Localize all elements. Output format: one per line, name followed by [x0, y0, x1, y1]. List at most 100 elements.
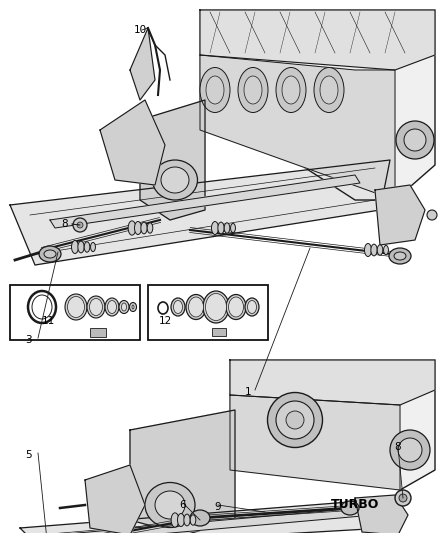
Ellipse shape: [184, 514, 190, 526]
Text: 3: 3: [25, 335, 31, 345]
Text: 11: 11: [41, 316, 55, 326]
Ellipse shape: [188, 297, 204, 317]
Ellipse shape: [121, 303, 127, 311]
Polygon shape: [375, 185, 425, 245]
Ellipse shape: [152, 160, 198, 200]
Ellipse shape: [218, 222, 224, 234]
Ellipse shape: [132, 305, 134, 309]
Circle shape: [399, 494, 407, 502]
Ellipse shape: [247, 301, 257, 313]
Ellipse shape: [282, 76, 300, 104]
Ellipse shape: [107, 301, 117, 313]
Ellipse shape: [205, 294, 226, 320]
Polygon shape: [200, 55, 395, 200]
Ellipse shape: [314, 68, 344, 112]
Ellipse shape: [147, 223, 153, 233]
Ellipse shape: [130, 303, 137, 311]
Polygon shape: [200, 10, 435, 200]
Ellipse shape: [212, 222, 219, 235]
Text: 9: 9: [215, 502, 221, 512]
Ellipse shape: [171, 513, 179, 527]
Bar: [148, 285, 268, 340]
Bar: [212, 328, 226, 336]
Ellipse shape: [39, 246, 61, 262]
Text: 12: 12: [159, 316, 172, 326]
Ellipse shape: [65, 294, 87, 320]
Circle shape: [427, 210, 437, 220]
Ellipse shape: [190, 515, 196, 525]
Ellipse shape: [44, 250, 56, 258]
Bar: [90, 328, 106, 337]
Polygon shape: [230, 360, 435, 490]
Ellipse shape: [155, 491, 185, 519]
Ellipse shape: [320, 76, 338, 104]
Ellipse shape: [105, 298, 119, 316]
Ellipse shape: [238, 68, 268, 112]
Polygon shape: [140, 100, 205, 220]
Circle shape: [395, 490, 411, 506]
Polygon shape: [20, 498, 400, 533]
Ellipse shape: [87, 296, 105, 318]
Ellipse shape: [268, 392, 322, 448]
Polygon shape: [55, 508, 362, 533]
Ellipse shape: [245, 298, 259, 316]
Ellipse shape: [396, 121, 434, 159]
Ellipse shape: [200, 68, 230, 112]
Polygon shape: [230, 360, 435, 405]
Ellipse shape: [134, 222, 141, 235]
Text: TURBO: TURBO: [331, 498, 379, 512]
Ellipse shape: [389, 248, 411, 264]
Ellipse shape: [89, 298, 102, 316]
Ellipse shape: [404, 129, 426, 151]
Ellipse shape: [186, 295, 206, 319]
Ellipse shape: [229, 297, 244, 317]
Text: 8: 8: [62, 219, 68, 229]
Ellipse shape: [224, 223, 230, 233]
Polygon shape: [50, 175, 360, 228]
Ellipse shape: [128, 221, 136, 235]
Ellipse shape: [364, 244, 371, 256]
Ellipse shape: [394, 252, 406, 260]
Text: 5: 5: [25, 450, 31, 460]
Ellipse shape: [203, 291, 229, 323]
Ellipse shape: [141, 222, 147, 234]
Ellipse shape: [177, 513, 184, 527]
Ellipse shape: [244, 76, 262, 104]
Ellipse shape: [276, 401, 314, 439]
Ellipse shape: [145, 482, 195, 528]
Circle shape: [73, 218, 87, 232]
Ellipse shape: [276, 68, 306, 112]
Ellipse shape: [190, 510, 210, 526]
Ellipse shape: [226, 295, 246, 319]
Polygon shape: [130, 28, 155, 100]
Text: 6: 6: [180, 500, 186, 510]
Ellipse shape: [341, 501, 359, 515]
Bar: [10, 285, 140, 340]
Ellipse shape: [161, 167, 189, 193]
Ellipse shape: [173, 301, 183, 313]
Ellipse shape: [91, 243, 95, 252]
Ellipse shape: [171, 298, 185, 316]
Ellipse shape: [230, 223, 236, 232]
Ellipse shape: [71, 240, 78, 254]
Ellipse shape: [371, 244, 377, 256]
Ellipse shape: [84, 242, 90, 252]
Ellipse shape: [67, 296, 85, 318]
Polygon shape: [130, 410, 235, 533]
Text: 8: 8: [395, 442, 401, 452]
Ellipse shape: [286, 411, 304, 429]
Text: 10: 10: [134, 25, 147, 35]
Ellipse shape: [398, 438, 422, 462]
Text: 1: 1: [245, 387, 251, 397]
Polygon shape: [355, 495, 408, 533]
Ellipse shape: [384, 246, 389, 255]
Polygon shape: [10, 160, 390, 265]
Polygon shape: [85, 465, 145, 533]
Ellipse shape: [78, 241, 84, 253]
Polygon shape: [100, 100, 165, 185]
Ellipse shape: [377, 245, 383, 255]
Ellipse shape: [206, 76, 224, 104]
Ellipse shape: [119, 301, 129, 313]
Polygon shape: [230, 395, 400, 490]
Polygon shape: [200, 10, 435, 70]
